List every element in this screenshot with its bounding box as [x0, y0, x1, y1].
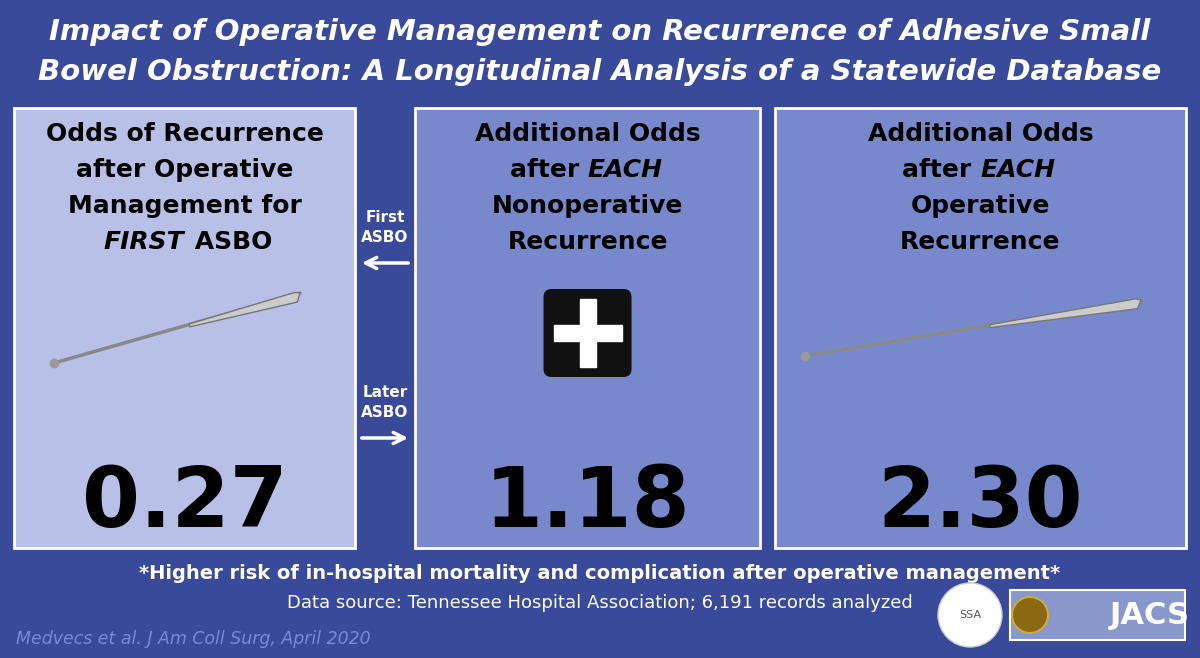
Text: Later: Later [362, 385, 408, 400]
Text: Bowel Obstruction: A Longitudinal Analysis of a Statewide Database: Bowel Obstruction: A Longitudinal Analys… [38, 58, 1162, 86]
Text: First: First [365, 210, 404, 225]
FancyBboxPatch shape [1010, 590, 1186, 640]
Text: Impact of Operative Management on Recurrence of Adhesive Small: Impact of Operative Management on Recurr… [49, 18, 1151, 46]
Text: Recurrence: Recurrence [508, 230, 667, 254]
Text: EACH: EACH [980, 158, 1056, 182]
Bar [553, 325, 622, 341]
Text: 0.27: 0.27 [82, 463, 287, 544]
Text: Nonoperative: Nonoperative [492, 194, 683, 218]
Text: after: after [902, 158, 980, 182]
Circle shape [1012, 597, 1048, 633]
Text: *Higher risk of in-hospital mortality and complication after operative managemen: *Higher risk of in-hospital mortality an… [139, 564, 1061, 583]
Polygon shape [190, 292, 300, 327]
Text: 2.30: 2.30 [877, 463, 1084, 544]
Text: after Operative: after Operative [76, 158, 293, 182]
Text: FIRST: FIRST [104, 230, 185, 254]
Text: Management for: Management for [67, 194, 301, 218]
Text: JACS: JACS [1110, 601, 1190, 630]
Text: Data source: Tennessee Hospital Association; 6,191 records analyzed: Data source: Tennessee Hospital Associat… [287, 594, 913, 612]
Text: Additional Odds: Additional Odds [475, 122, 701, 146]
FancyBboxPatch shape [14, 108, 355, 548]
Text: 1.18: 1.18 [485, 463, 690, 544]
Circle shape [938, 583, 1002, 647]
Polygon shape [990, 299, 1141, 328]
Bar [580, 299, 595, 367]
FancyBboxPatch shape [544, 289, 631, 377]
Text: Medvecs et al. J Am Coll Surg, April 2020: Medvecs et al. J Am Coll Surg, April 202… [16, 630, 371, 648]
Text: Recurrence: Recurrence [900, 230, 1061, 254]
FancyBboxPatch shape [775, 108, 1186, 548]
Text: EACH: EACH [588, 158, 662, 182]
Text: ASBO: ASBO [361, 405, 409, 420]
Text: SSA: SSA [959, 610, 982, 620]
Text: Odds of Recurrence: Odds of Recurrence [46, 122, 324, 146]
FancyBboxPatch shape [415, 108, 760, 548]
Text: ASBO: ASBO [186, 230, 272, 254]
Text: Operative: Operative [911, 194, 1050, 218]
Text: Additional Odds: Additional Odds [868, 122, 1093, 146]
Text: after: after [510, 158, 588, 182]
Text: ASBO: ASBO [361, 230, 409, 245]
